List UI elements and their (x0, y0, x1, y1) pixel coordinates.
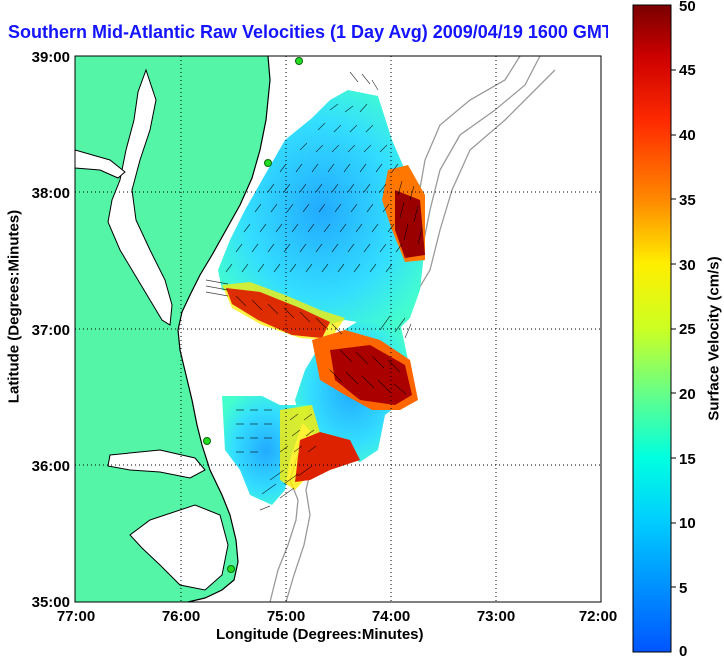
radar-sites (203, 57, 303, 573)
plot-border (74, 55, 602, 603)
x-tick-labels: 77:00 76:00 75:00 74:00 73:00 72:00 (57, 608, 617, 625)
colorbar-tick-label: 35 (679, 192, 696, 209)
x-axis-title: Longitude (Degrees:Minutes) (216, 626, 424, 643)
gridlines (75, 56, 601, 602)
x-tick-label: 73:00 (477, 608, 515, 625)
x-tick-label: 76:00 (162, 608, 200, 625)
radar-site (227, 565, 235, 573)
colorbar-tick-label: 45 (679, 62, 696, 79)
pamlico-sound (129, 504, 229, 591)
colorbar-tick-label: 25 (679, 321, 696, 338)
colorbar-tick-label: 0 (679, 643, 687, 659)
y-tick-label: 35:00 (32, 594, 70, 611)
coastline (177, 56, 271, 602)
colorbar-tick-label: 50 (679, 0, 696, 15)
radar-site (295, 57, 303, 65)
colorbar-tick-label: 5 (679, 580, 687, 597)
colorbar-tick-labels: 50 45 40 35 30 25 20 15 10 5 0 (679, 0, 696, 659)
y-tick-label: 37:00 (32, 322, 70, 339)
colorbar-tick-label: 40 (679, 127, 696, 144)
y-tick-label: 39:00 (32, 49, 70, 66)
map-title: Southern Mid-Atlantic Raw Velocities (1 … (8, 22, 608, 42)
colorbar-ticks (671, 69, 676, 588)
y-tick-labels: 39:00 38:00 37:00 36:00 35:00 (32, 49, 70, 611)
colorbar (632, 4, 672, 653)
radar-site (203, 437, 211, 445)
colorbar-tick-label: 15 (679, 451, 696, 468)
y-tick-label: 36:00 (32, 458, 70, 475)
x-tick-label: 74:00 (372, 608, 410, 625)
colorbar-tick-label: 30 (679, 257, 696, 274)
x-tick-label: 77:00 (57, 608, 95, 625)
colorbar-tick-label: 10 (679, 515, 696, 532)
chesapeake-bay (107, 68, 173, 326)
radar-site (264, 159, 272, 167)
x-tick-label: 75:00 (267, 608, 305, 625)
x-tick-label: 72:00 (579, 608, 617, 625)
velocity-vectors (205, 71, 423, 511)
colorbar-tick-label: 20 (679, 386, 696, 403)
y-tick-label: 38:00 (32, 185, 70, 202)
